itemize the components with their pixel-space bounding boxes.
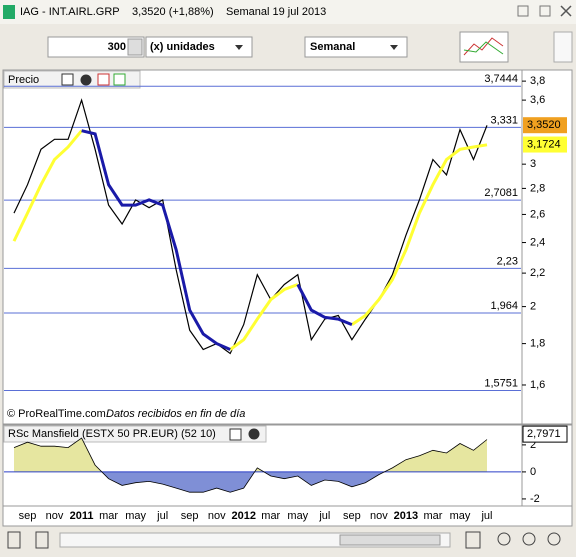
x-tick-label: may	[125, 510, 146, 522]
series-line	[13, 98, 488, 355]
x-tick-label: mar	[99, 510, 118, 522]
period-date: Semanal 19 jul 2013	[226, 6, 326, 18]
price-box-label: 3,1724	[527, 138, 561, 150]
level-label: 2,23	[497, 255, 518, 267]
units-select[interactable]	[145, 36, 253, 58]
y-tick-label: 2,6	[530, 208, 545, 220]
x-tick-label: 2011	[70, 510, 94, 522]
bottom-icons[interactable]	[7, 531, 561, 549]
last-box	[522, 425, 568, 443]
period-select[interactable]	[304, 36, 408, 58]
app-icon	[3, 5, 15, 19]
series-line	[12, 129, 488, 351]
window-buttons[interactable]	[517, 5, 572, 17]
price-change: 3,3520 (+1,88%)	[132, 6, 214, 18]
quantity-input[interactable]	[47, 36, 145, 58]
copyright: © ProRealTime.com	[7, 408, 106, 420]
x-axis	[2, 505, 573, 527]
y-tick-label: 2,4	[530, 236, 545, 248]
y-tick-label: 2	[530, 439, 536, 451]
y-tick-label: -2	[530, 493, 540, 505]
price-box	[523, 117, 567, 134]
spinner[interactable]	[127, 38, 143, 56]
x-tick-label: sep	[181, 510, 199, 522]
y-tick-label: 2,2	[530, 267, 545, 279]
x-tick-label: jul	[318, 510, 330, 522]
x-tick-label: mar	[423, 510, 442, 522]
pane-icons[interactable]	[61, 73, 126, 86]
y-tick-label: 1,8	[530, 338, 545, 350]
x-tick-label: nov	[46, 510, 64, 522]
level-label: 3,331	[490, 114, 518, 126]
y-tick-label: 3	[530, 158, 536, 170]
side-button[interactable]	[553, 31, 573, 63]
dropdown-arrow	[235, 45, 243, 50]
y-tick-label: 2	[530, 301, 536, 313]
title-bar	[0, 0, 576, 24]
x-tick-label: sep	[19, 510, 37, 522]
y-tick-label: 1,6	[530, 379, 545, 391]
pane-header	[3, 425, 267, 443]
x-tick-label: may	[287, 510, 308, 522]
y-tick-label: 0	[530, 466, 536, 478]
window-title: IAG - INT.AIRL.GRP	[20, 6, 120, 18]
area	[14, 438, 487, 493]
pane-title: Precio	[8, 74, 39, 86]
scroll-thumb[interactable]	[339, 534, 441, 546]
last-label: 2,7971	[527, 428, 561, 440]
y-tick-label: 2,8	[530, 182, 545, 194]
level-label: 2,7081	[484, 187, 518, 199]
x-tick-label: may	[450, 510, 471, 522]
units: (x) unidades	[150, 41, 215, 53]
quantity: 300	[108, 41, 126, 53]
dropdown-arrow	[390, 45, 398, 50]
period: Semanal	[310, 41, 355, 53]
x-tick-label: sep	[343, 510, 361, 522]
price-pane	[2, 69, 523, 425]
x-tick-label: jul	[156, 510, 168, 522]
x-tick-label: nov	[208, 510, 226, 522]
pane-title: RSc Mansfield (ESTX 50 PR.EUR) (52 10)	[8, 428, 216, 440]
y-tick-label: 3,6	[530, 94, 545, 106]
x-tick-label: 2012	[232, 510, 256, 522]
price-box-label: 3,3520	[527, 119, 561, 131]
x-tick-label: jul	[480, 510, 492, 522]
area-line	[13, 437, 488, 493]
pane-icons[interactable]	[229, 428, 260, 441]
level-label: 3,7444	[484, 73, 518, 85]
level-label: 1,5751	[484, 377, 518, 389]
indicator-icon	[463, 37, 504, 56]
x-tick-label: nov	[370, 510, 388, 522]
x-tick-label: mar	[261, 510, 280, 522]
level-label: 1,964	[490, 300, 518, 312]
x-tick-label: 2013	[394, 510, 418, 522]
y-tick-label: 3,8	[530, 75, 545, 87]
series-line	[81, 129, 353, 351]
price-box	[523, 136, 567, 153]
data-note: Datos recibidos en fin de día	[106, 408, 245, 420]
indicator-icon	[463, 41, 504, 55]
